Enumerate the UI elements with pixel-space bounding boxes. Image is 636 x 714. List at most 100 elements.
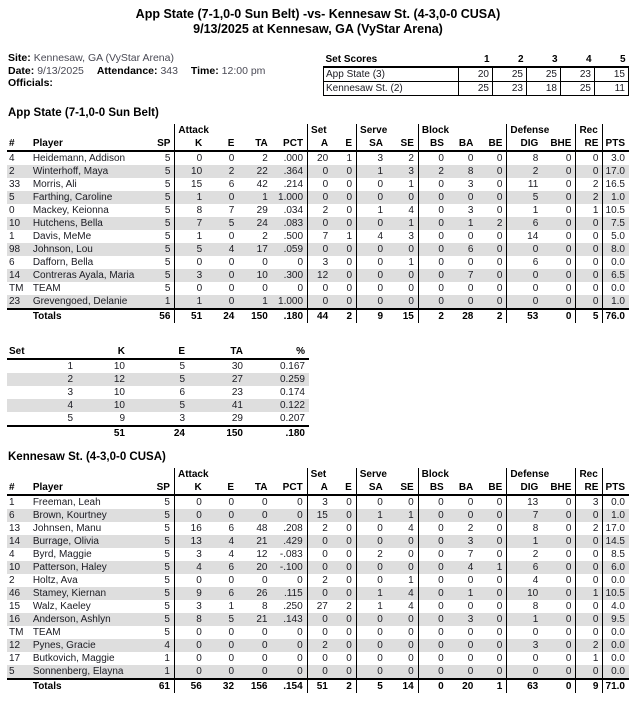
stat-cell: 0.0: [611, 283, 625, 294]
stat-cell: 0: [532, 283, 539, 294]
stat-cell: 4: [228, 536, 235, 547]
stat-cell: 6: [228, 523, 235, 534]
stat-cell: 0: [271, 495, 308, 509]
set-stat-cell: 6: [179, 387, 185, 398]
stat-cell: 7.5: [611, 218, 625, 229]
stat-cell: 7: [322, 231, 329, 242]
stat-cell: 0: [228, 640, 235, 651]
stat-cell: 0: [575, 665, 604, 679]
stat-cell: 2: [322, 640, 328, 651]
stat-cell: 0: [377, 244, 383, 255]
player-row: 98 Johnson, Lou 5 5 4 17.059 0 0 0 0 0 6 0 0 0 0 8.0: [7, 243, 629, 256]
player-name: TEAM: [32, 283, 61, 294]
stat-cell: .000: [271, 151, 309, 165]
column-header-bs: BS: [418, 137, 448, 152]
stat-cell: 0.0: [611, 257, 625, 268]
stat-cell: 5: [147, 165, 176, 178]
stat-cell: 2: [532, 549, 539, 560]
stat-cell: 0: [331, 535, 357, 548]
player-name: Winterhoff, Maya: [32, 166, 109, 177]
stat-cell: 0: [438, 510, 444, 521]
stat-cell: 1: [377, 601, 383, 612]
stat-cell: 0: [438, 179, 444, 190]
jersey-number: 10: [9, 562, 21, 573]
stat-cell: 5: [146, 509, 175, 522]
total-stat-cell: 63: [506, 678, 543, 693]
stat-cell: 22: [256, 166, 268, 177]
stat-cell: 0: [196, 666, 202, 677]
stat-cell: 4: [228, 244, 235, 255]
stat-cell: 4: [386, 600, 419, 613]
stat-cell: 0: [322, 536, 328, 547]
stat-cell: 0: [542, 561, 577, 574]
column-header-k: K: [174, 137, 207, 152]
stat-cell: 0: [386, 613, 419, 626]
stat-cell: 0: [332, 217, 358, 230]
stat-cell: 0: [467, 601, 474, 612]
stat-group-spacer: [603, 468, 629, 481]
stat-cell: 2: [322, 575, 328, 586]
stat-cell: 1: [146, 652, 175, 665]
stat-cell: .083: [271, 217, 309, 230]
stat-cell: 0: [322, 192, 329, 203]
set-breakdown-table: Set K E TA% 1 10 5 30 0.167 2 12 5 27 0.259 3 10 6 23 0.17…: [7, 345, 309, 440]
stat-cell: 0: [542, 151, 577, 165]
stat-cell: 5: [146, 600, 175, 613]
total-stat-cell: 53: [506, 308, 543, 323]
stat-cell: 0: [575, 217, 604, 230]
column-header-ba: BA: [447, 137, 478, 152]
stat-cell: 20: [317, 153, 329, 164]
total-stat-cell: .154: [271, 678, 308, 693]
set-stat-cell: 10: [113, 387, 125, 398]
stat-cell: .143: [271, 613, 308, 626]
stat-cell: 0: [331, 587, 357, 600]
stat-cell: 0: [322, 588, 328, 599]
stat-cell: 10.5: [605, 588, 625, 599]
stat-cell: 4: [386, 587, 419, 600]
total-stat-cell: 0: [542, 308, 577, 323]
stat-cell: 2: [575, 522, 604, 535]
jersey-number: 1: [9, 231, 15, 242]
total-stat-cell: 32: [205, 678, 239, 693]
stat-cell: 11: [527, 179, 539, 190]
total-stat-cell: 9: [356, 308, 387, 323]
jersey-number: 2: [9, 166, 15, 177]
column-header-bs: BS: [418, 481, 448, 496]
stat-cell: 0: [438, 536, 444, 547]
stat-cell: 5: [146, 587, 175, 600]
stat-cell: 0: [575, 548, 604, 561]
stat-cell: .115: [271, 587, 308, 600]
total-stat-cell: 51: [307, 678, 332, 693]
stat-cell: 0: [331, 639, 357, 652]
stat-cell: 0: [542, 652, 577, 665]
stat-cell: 0: [532, 244, 539, 255]
stat-cell: 0: [438, 257, 444, 268]
stat-cell: 0: [438, 666, 444, 677]
stat-cell: 1: [387, 256, 419, 269]
total-stat-cell: 2: [332, 308, 358, 323]
stat-cell: 5: [147, 204, 176, 217]
stat-cell: 0: [438, 218, 444, 229]
stat-cell: 1.000: [271, 191, 309, 204]
stat-cell: 6: [467, 244, 474, 255]
stat-cell: 0: [262, 283, 268, 294]
jersey-number: 13: [9, 523, 21, 534]
stat-cell: 42: [256, 179, 268, 190]
totals-label: Totals: [30, 308, 148, 323]
stat-cell: 2: [322, 523, 328, 534]
set-number-cell: 2: [67, 374, 73, 385]
stat-cell: 0: [196, 257, 203, 268]
stat-cell: -.083: [271, 548, 308, 561]
total-stat-cell: [7, 308, 31, 323]
stat-cell: 0: [532, 270, 539, 281]
stat-cell: 14.5: [605, 536, 625, 547]
stat-cell: 0: [387, 243, 419, 256]
stat-cell: 2: [438, 166, 444, 177]
stat-cell: 24: [256, 218, 268, 229]
player-row: TM TEAM 5 0 0 0 0 0 0 0 0 0 0 0 0 0 0 0.0: [7, 282, 629, 295]
stat-cell: 0: [532, 666, 539, 677]
stat-cell: 0: [377, 627, 383, 638]
totals-label: Totals: [30, 678, 147, 693]
stat-cell: 0: [261, 575, 268, 586]
stat-cell: 0: [271, 256, 309, 269]
